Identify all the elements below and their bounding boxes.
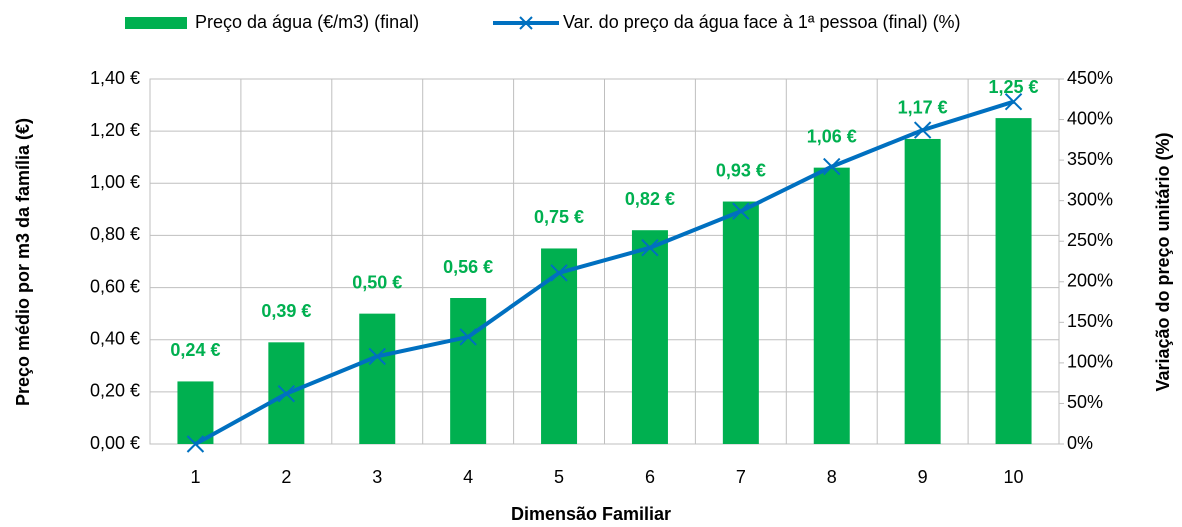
data-label: 1,25 € — [989, 77, 1039, 97]
x-tick-label: 6 — [645, 467, 655, 487]
data-label: 0,93 € — [716, 160, 766, 180]
x-tick-label: 9 — [918, 467, 928, 487]
y-tick-label: 1,00 € — [90, 172, 140, 192]
data-label: 0,50 € — [352, 272, 402, 292]
line-marker — [641, 239, 659, 257]
legend-label: Preço da água (€/m3) (final) — [195, 12, 419, 32]
line — [194, 99, 1015, 446]
y2-tick-label: 350% — [1067, 149, 1113, 169]
bar — [904, 138, 941, 444]
y-axis-title: Preço médio por m3 da família (€) — [13, 118, 33, 406]
line-marker — [368, 347, 386, 366]
plot-border — [149, 78, 1060, 445]
legend-swatch — [125, 17, 187, 29]
data-label: 0,82 € — [625, 189, 675, 209]
bar — [813, 167, 850, 444]
line-marker — [277, 385, 296, 403]
data-label: 1,06 € — [807, 126, 857, 146]
y-tick-label: 0,40 € — [90, 328, 140, 348]
y2-tick-label: 450% — [1067, 68, 1113, 88]
line-marker — [1004, 93, 1023, 111]
data-label: 0,75 € — [534, 207, 584, 227]
line-marker — [913, 121, 932, 139]
line-marker — [732, 202, 750, 220]
bar — [995, 118, 1032, 444]
line-marker — [823, 157, 841, 176]
x-tick-label: 4 — [463, 467, 473, 487]
data-label: 0,56 € — [443, 257, 493, 277]
y2-tick-label: 250% — [1067, 230, 1113, 250]
line-marker — [550, 264, 568, 282]
line-marker — [459, 328, 477, 346]
line-marker — [186, 435, 205, 453]
y2-tick-label: 150% — [1067, 311, 1113, 331]
y-tick-label: 0,00 € — [90, 433, 140, 453]
y2-tick-label: 300% — [1067, 189, 1113, 209]
x-tick-label: 2 — [281, 467, 291, 487]
y-tick-label: 0,20 € — [90, 381, 140, 401]
y2-tick-label: 400% — [1067, 108, 1113, 128]
legend-label: Var. do preço da água face à 1ª pessoa (… — [563, 12, 961, 32]
bar — [450, 298, 487, 444]
legend-marker — [519, 16, 533, 30]
data-label: 0,24 € — [170, 340, 220, 360]
data-label: 1,17 € — [898, 98, 948, 118]
y-tick-label: 1,40 € — [90, 68, 140, 88]
x-axis-title: Dimensão Familiar — [511, 504, 671, 524]
y-tick-label: 1,20 € — [90, 120, 140, 140]
x-tick-label: 7 — [736, 467, 746, 487]
x-tick-label: 10 — [1004, 467, 1024, 487]
x-tick-label: 1 — [190, 467, 200, 487]
y-tick-label: 0,80 € — [90, 224, 140, 244]
bar — [631, 230, 668, 444]
y2-tick-label: 100% — [1067, 352, 1113, 372]
y2-tick-label: 50% — [1067, 392, 1103, 412]
y2-tick-label: 200% — [1067, 271, 1113, 291]
y-tick-label: 0,60 € — [90, 276, 140, 296]
bar — [359, 313, 396, 444]
data-label: 0,39 € — [261, 301, 311, 321]
x-tick-label: 5 — [554, 467, 564, 487]
x-tick-label: 8 — [827, 467, 837, 487]
bar — [722, 201, 759, 444]
bar — [177, 381, 214, 444]
y2-tick-label: 0% — [1067, 433, 1093, 453]
bar — [541, 248, 578, 444]
y2-axis-title: Variação do preço unitário (%) — [1153, 132, 1173, 391]
x-tick-label: 3 — [372, 467, 382, 487]
